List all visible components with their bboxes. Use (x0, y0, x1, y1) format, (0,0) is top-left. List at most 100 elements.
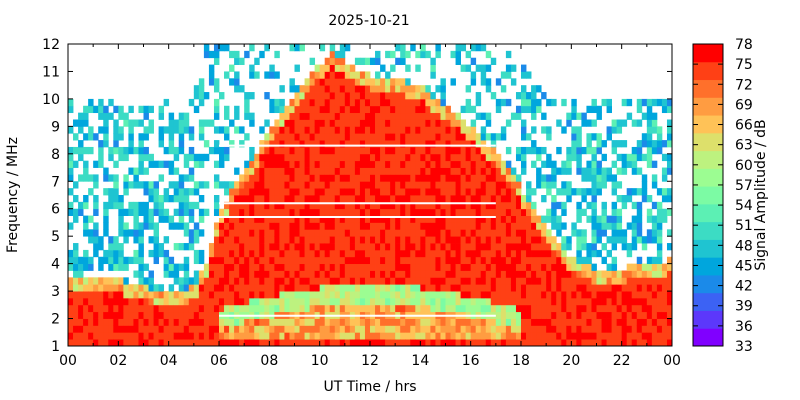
heatmap-cell (400, 318, 406, 326)
heatmap-cell (198, 195, 205, 203)
heatmap-cell (349, 304, 356, 313)
heatmap-cell (183, 208, 190, 216)
heatmap-cell (364, 277, 371, 285)
heatmap-cell (68, 297, 74, 306)
heatmap-cell (631, 229, 638, 237)
heatmap-cell (546, 263, 552, 271)
heatmap-cell (541, 311, 547, 319)
heatmap-cell (78, 201, 84, 210)
heatmap-cell (616, 126, 623, 134)
heatmap-cell (606, 167, 612, 175)
heatmap-cell (661, 195, 668, 203)
heatmap-cell (576, 249, 582, 258)
heatmap-cell (591, 249, 597, 258)
heatmap-cell (410, 236, 416, 244)
heatmap-cell (480, 304, 487, 313)
heatmap-cell (521, 71, 527, 79)
heatmap-cell (586, 256, 592, 265)
heatmap-cell (304, 263, 310, 271)
heatmap-cell (591, 263, 597, 271)
heatmap-cell (561, 167, 567, 175)
heatmap-cell (364, 304, 371, 313)
heatmap-cell (334, 318, 341, 326)
heatmap-cell (510, 215, 517, 223)
heatmap-cell (470, 284, 477, 292)
heatmap-cell (259, 318, 265, 326)
heatmap-cell (173, 291, 180, 299)
heatmap-cell (219, 243, 225, 251)
heatmap-cell (274, 71, 280, 79)
heatmap-cell (339, 160, 346, 168)
heatmap-cell (128, 167, 134, 175)
heatmap-cell (541, 160, 547, 168)
heatmap-cell (631, 297, 638, 306)
heatmap-cell (651, 284, 658, 292)
heatmap-cell (349, 325, 356, 333)
heatmap-cell (289, 325, 295, 333)
heatmap-cell (636, 222, 643, 230)
heatmap-cell (314, 243, 321, 251)
heatmap-cell (364, 297, 371, 306)
heatmap-cell (304, 243, 310, 251)
heatmap-cell (344, 188, 351, 196)
heatmap-cell (541, 256, 547, 265)
heatmap-cell (531, 291, 537, 299)
heatmap-cell (239, 291, 245, 299)
heatmap-cell (450, 249, 456, 258)
heatmap-cell (470, 291, 477, 299)
heatmap-cell (395, 304, 401, 313)
heatmap-cell (390, 160, 396, 168)
heatmap-cell (319, 215, 326, 223)
heatmap-cell (309, 140, 316, 148)
heatmap-cell (526, 318, 532, 326)
heatmap-cell (198, 92, 205, 100)
heatmap-cell (274, 133, 280, 141)
heatmap-cell (249, 318, 255, 326)
heatmap-cell (515, 174, 522, 182)
heatmap-cell (400, 291, 406, 299)
heatmap-cell (364, 85, 371, 93)
heatmap-cell (666, 208, 672, 216)
heatmap-cell (229, 222, 235, 230)
heatmap-cell (123, 339, 129, 346)
heatmap-cell (521, 215, 527, 223)
heatmap-cell (269, 167, 275, 175)
heatmap-cell (118, 284, 124, 292)
heatmap-cell (198, 126, 205, 134)
heatmap-cell (193, 284, 200, 292)
heatmap-cell (425, 236, 431, 244)
heatmap-cell (153, 297, 159, 306)
heatmap-cell (168, 270, 175, 278)
heatmap-cell (349, 140, 356, 148)
heatmap-cell (445, 297, 451, 306)
heatmap-cell (183, 270, 190, 278)
heatmap-cell (370, 222, 376, 230)
heatmap-cell (465, 256, 472, 265)
heatmap-cell (385, 243, 391, 251)
heatmap-cell (510, 195, 517, 203)
heatmap-cell (279, 222, 285, 230)
heatmap-cell (289, 133, 295, 141)
heatmap-cell (73, 318, 79, 326)
heatmap-cell (284, 133, 290, 141)
heatmap-cell (294, 263, 300, 271)
heatmap-cell (551, 311, 557, 319)
heatmap-cell (334, 215, 341, 223)
heatmap-cell (339, 71, 346, 79)
heatmap-cell (455, 201, 461, 210)
heatmap-cell (344, 174, 351, 182)
heatmap-cell (390, 229, 396, 237)
heatmap-cell (98, 318, 104, 326)
heatmap-cell (601, 325, 607, 333)
heatmap-cell (405, 188, 411, 196)
heatmap-cell (450, 188, 456, 196)
heatmap-cell (148, 119, 154, 127)
heatmap-cell (475, 304, 482, 313)
heatmap-cell (380, 332, 386, 340)
heatmap-cell (314, 188, 321, 196)
heatmap-cell (606, 311, 612, 319)
heatmap-cell (183, 153, 190, 162)
heatmap-cell (500, 222, 507, 230)
heatmap-cell (430, 71, 436, 79)
heatmap-cell (551, 195, 557, 203)
